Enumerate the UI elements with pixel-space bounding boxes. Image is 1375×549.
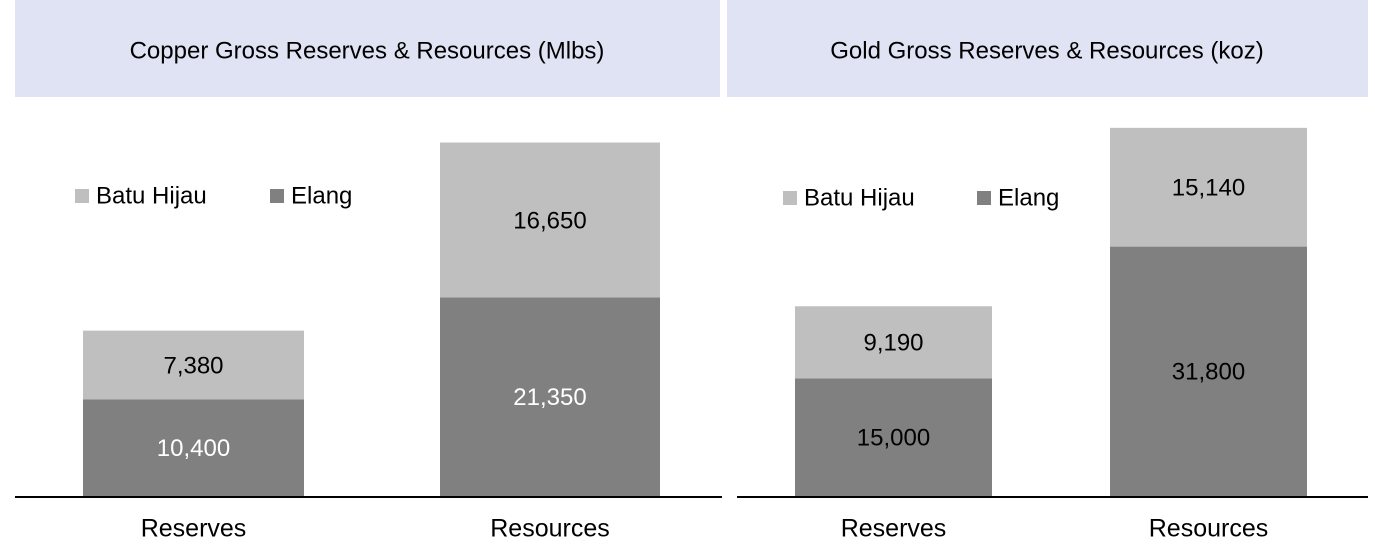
legend-label: Batu Hijau <box>804 184 915 211</box>
bar-segment <box>795 306 992 379</box>
chart-title: Copper Gross Reserves & Resources (Mlbs) <box>130 37 605 64</box>
x-tick-label: Reserves <box>841 515 947 543</box>
chart-title: Gold Gross Reserves & Resources (koz) <box>830 37 1263 64</box>
data-label: 16,650 <box>513 207 586 234</box>
legend-label: Batu Hijau <box>96 182 207 209</box>
bar-segment <box>440 297 660 496</box>
legend-swatch <box>977 191 991 205</box>
data-label: 15,000 <box>857 425 930 452</box>
x-tick-label: Resources <box>1149 515 1269 543</box>
data-label: 21,350 <box>513 384 586 411</box>
data-label: 10,400 <box>157 435 230 462</box>
bar-segment <box>83 399 304 496</box>
data-label: 15,140 <box>1172 175 1245 202</box>
title-box <box>15 0 720 97</box>
data-label: 7,380 <box>163 352 223 379</box>
legend-swatch <box>270 189 284 203</box>
bar-segment <box>795 378 992 496</box>
legend-swatch <box>75 189 89 203</box>
bar-segment <box>1110 246 1307 496</box>
x-tick-label: Reserves <box>141 515 247 543</box>
data-label: 9,190 <box>863 330 923 357</box>
data-label: 31,800 <box>1172 359 1245 386</box>
x-tick-label: Resources <box>490 515 610 543</box>
legend-label: Elang <box>998 184 1059 211</box>
bar-segment <box>1110 127 1307 247</box>
title-box <box>727 0 1368 97</box>
bar-segment <box>83 330 304 400</box>
legend-label: Elang <box>291 182 352 209</box>
legend-swatch <box>783 191 797 205</box>
bar-segment <box>440 142 660 298</box>
